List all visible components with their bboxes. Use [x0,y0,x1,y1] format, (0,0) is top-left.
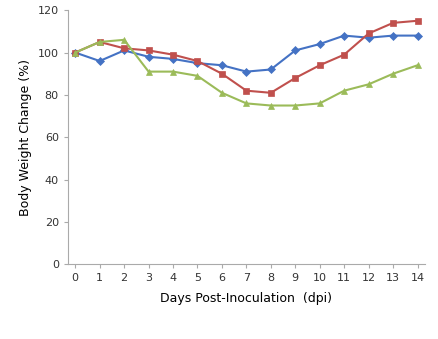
X-axis label: Days Post-Inoculation  (dpi): Days Post-Inoculation (dpi) [160,292,332,305]
Y-axis label: Body Weight Change (%): Body Weight Change (%) [19,59,32,216]
